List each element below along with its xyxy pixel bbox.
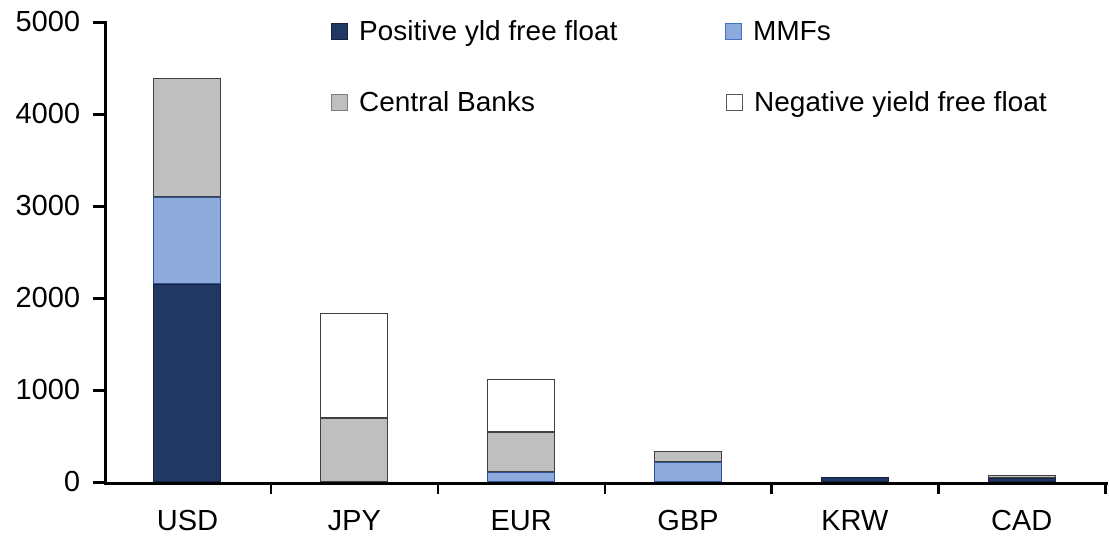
bar-segment-CAD-central-banks	[987, 475, 1056, 479]
legend-swatch-mmfs-icon	[725, 22, 742, 40]
x-axis-tick	[937, 485, 940, 494]
bar-segment-EUR-central-banks	[487, 432, 556, 472]
legend-item-mmfs: MMFs	[725, 14, 831, 48]
y-axis-tick-label: 4000	[15, 98, 80, 130]
legend-swatch-positive-yld-free-float-icon	[331, 22, 348, 40]
legend-label: Central Banks	[359, 86, 535, 117]
bar-segment-EUR-negative-yield-free-float	[487, 378, 556, 433]
legend-label: MMFs	[753, 15, 831, 46]
legend-swatch-central-banks-icon	[331, 93, 348, 111]
bar-segment-EUR-mmfs	[487, 471, 556, 482]
y-axis-tick	[93, 21, 104, 24]
y-axis-tick-label: 5000	[15, 6, 80, 38]
y-axis-tick-label: 0	[63, 466, 80, 498]
legend-label: Positive yld free float	[359, 15, 618, 46]
y-axis-line	[104, 21, 107, 485]
x-axis-line	[104, 482, 1108, 485]
bar-segment-GBP-central-banks	[653, 451, 722, 462]
x-axis-tick	[436, 485, 440, 494]
bar-segment-USD-mmfs	[153, 196, 222, 285]
legend-item-negative-yield-free-float: Negative yield free float	[726, 85, 1047, 119]
y-axis-tick	[93, 481, 104, 484]
x-axis-category-label: EUR	[490, 505, 552, 537]
legend-item-positive-yld-free-float: Positive yld free float	[331, 14, 617, 48]
y-axis-tick	[93, 389, 104, 392]
bar-segment-USD-positive-yld-free-float	[153, 284, 222, 482]
x-axis-tick	[269, 485, 273, 494]
bar-segment-JPY-negative-yield-free-float	[320, 312, 389, 418]
x-axis-tick	[1104, 485, 1107, 494]
y-axis-tick	[93, 297, 104, 300]
x-axis-category-label: CAD	[990, 505, 1053, 537]
y-axis-tick-label: 3000	[15, 190, 80, 222]
y-axis-tick	[93, 205, 104, 208]
bar-segment-KRW-positive-yld-free-float	[820, 477, 889, 482]
bar-segment-GBP-mmfs	[653, 461, 722, 482]
y-axis-tick-label: 1000	[15, 374, 80, 406]
y-axis-tick	[93, 113, 104, 116]
x-axis-category-label: GBP	[657, 505, 719, 537]
legend-swatch-negative-yield-free-float-icon	[726, 93, 743, 111]
bar-segment-USD-central-banks	[153, 78, 222, 197]
legend-label: Negative yield free float	[754, 86, 1047, 117]
legend-item-central-banks: Central Banks	[331, 85, 535, 119]
x-axis-tick	[603, 485, 606, 494]
y-axis-tick-label: 2000	[15, 282, 80, 314]
bar-segment-CAD-positive-yld-free-float	[987, 478, 1056, 482]
x-axis-category-label: USD	[156, 505, 219, 537]
bar-segment-JPY-central-banks	[320, 417, 389, 482]
x-axis-tick	[770, 485, 773, 494]
x-axis-category-label: KRW	[821, 505, 889, 537]
x-axis-category-label: JPY	[327, 505, 381, 537]
